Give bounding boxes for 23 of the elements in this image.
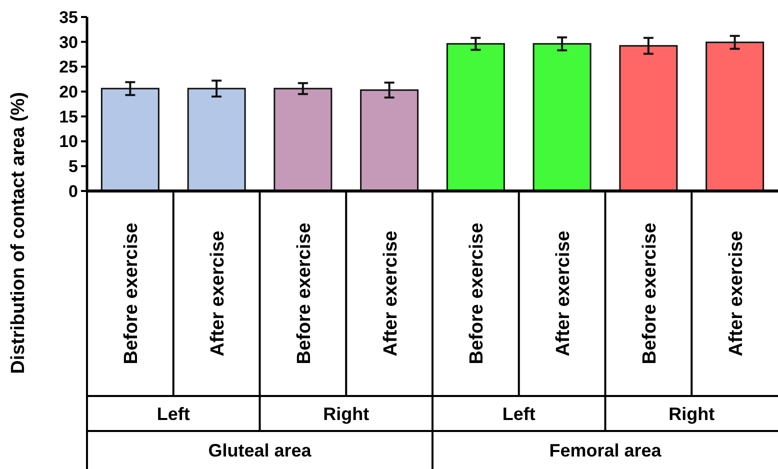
y-axis-title: Distribution of contact area (%) xyxy=(8,92,29,374)
y-tick-label: 25 xyxy=(59,58,78,77)
x-tick-label: After exercise xyxy=(553,230,574,356)
y-tick-label: 35 xyxy=(59,8,78,27)
y-tick-label: 30 xyxy=(59,32,78,52)
y-tick-label: 15 xyxy=(59,107,78,126)
y-tick-label: 0 xyxy=(68,182,78,201)
x-tick-label: Before exercise xyxy=(466,222,488,364)
x-tick-label: After exercise xyxy=(208,230,229,356)
y-tick-label: 10 xyxy=(59,132,78,152)
text: Left xyxy=(502,404,536,424)
text: Left xyxy=(156,404,190,424)
x-tick-label: After exercise xyxy=(726,230,747,356)
y-tick-label: 5 xyxy=(68,157,78,176)
x-tick-label: Before exercise xyxy=(639,222,660,364)
x-tick-label: After exercise xyxy=(380,230,402,356)
text: Right xyxy=(668,404,715,424)
text: Gluteal area xyxy=(208,440,312,460)
x-tick-label: Before exercise xyxy=(294,222,315,364)
text: Femoral area xyxy=(549,440,662,460)
y-tick-label: 20 xyxy=(59,82,78,102)
text: Right xyxy=(323,404,370,424)
x-tick-label: Before exercise xyxy=(121,222,142,364)
